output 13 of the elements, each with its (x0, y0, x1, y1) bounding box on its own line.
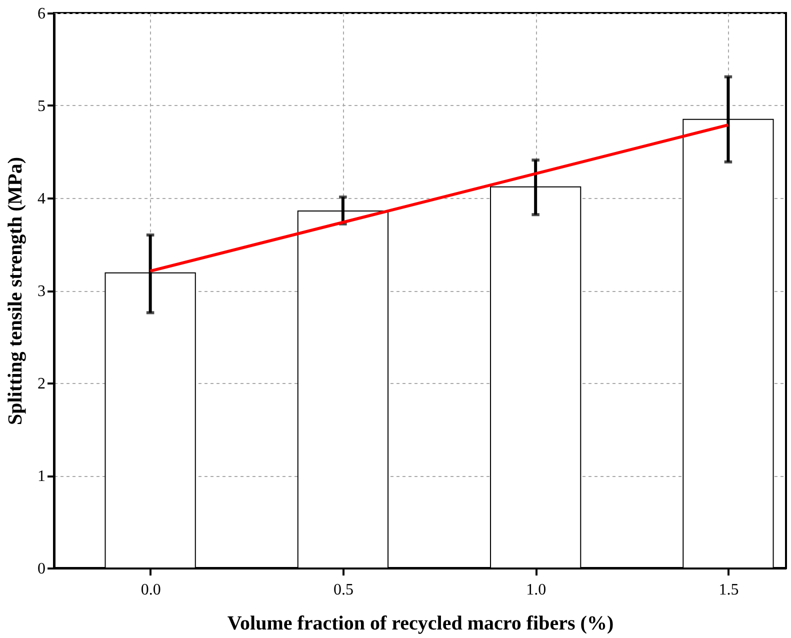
y-tick-label: 6 (38, 6, 46, 22)
y-tick-label: 3 (38, 283, 46, 300)
y-tick-label: 1 (38, 468, 46, 485)
x-axis-title: Volume fraction of recycled macro fibers (%) (227, 612, 614, 634)
y-tick-label: 5 (38, 98, 46, 115)
y-tick-label: 4 (38, 190, 46, 208)
x-tick-label: 0.0 (140, 582, 161, 598)
x-tick-label: 0.5 (333, 582, 354, 598)
y-tick-label: 2 (38, 376, 46, 392)
y-axis-title: Splitting tensile strength (MPa) (4, 157, 26, 425)
x-tick-label: 1.0 (526, 582, 546, 598)
x-tick-label: 1.5 (718, 582, 739, 598)
y-tick-label: 0 (38, 560, 46, 578)
